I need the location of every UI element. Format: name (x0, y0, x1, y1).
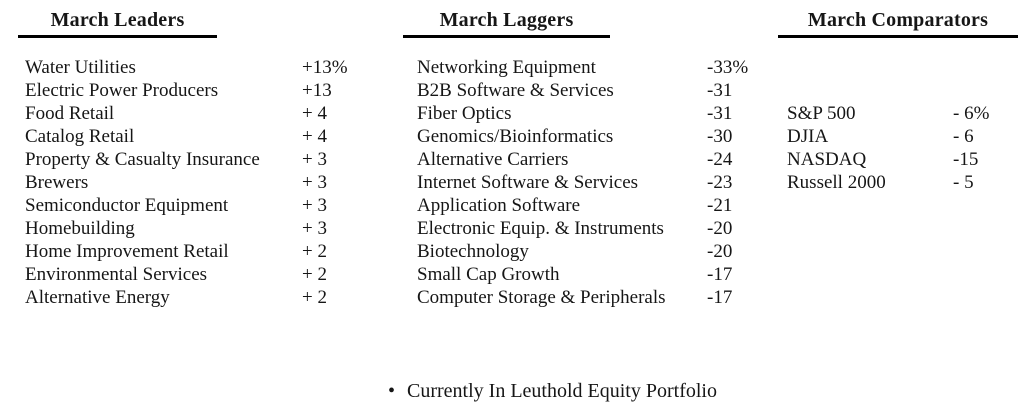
item-value: - 6% (953, 103, 990, 124)
list-item: Catalog Retail + 4 (25, 125, 348, 148)
list-item: Home Improvement Retail + 2 (25, 240, 348, 263)
item-value: + 2 (302, 241, 327, 262)
march-laggers-list: Networking Equipment -33% B2B Software & S… (417, 56, 748, 309)
item-label: Environmental Services (25, 264, 208, 285)
list-item: Water Utilities +13% (25, 56, 348, 79)
item-value: - 6 (953, 126, 974, 147)
list-item: Environmental Services + 2 (25, 263, 348, 286)
list-item: Russell 2000 - 5 (787, 171, 989, 194)
list-item: Homebuilding + 3 (25, 217, 348, 240)
item-value: -20 (707, 218, 733, 239)
list-item: Computer Storage & Peripherals -17 (417, 286, 748, 309)
list-item: Property & Casualty Insurance + 3 (25, 148, 348, 171)
item-label: Small Cap Growth (417, 264, 560, 285)
item-value: + 2 (302, 264, 327, 285)
portfolio-footnote: • Currently In Leuthold Equity Portfolio (388, 380, 717, 402)
item-label: Alternative Carriers (417, 149, 569, 170)
item-label: Russell 2000 (787, 172, 886, 193)
list-item: Electronic Equip. & Instruments -20 (417, 217, 748, 240)
list-item: Small Cap Growth -17 (417, 263, 748, 286)
march-comparators-list: S&P 500 - 6% DJIA - 6 NASDAQ -15 Russell 2000 -… (787, 102, 989, 194)
item-label: Networking Equipment (417, 57, 596, 78)
column-header-march-laggers: March Laggers (403, 8, 610, 38)
list-item: Application Software -21 (417, 194, 748, 217)
list-item: NASDAQ -15 (787, 148, 989, 171)
item-value: -21 (707, 195, 733, 216)
item-label: Fiber Optics (417, 103, 512, 124)
item-label: Home Improvement Retail (25, 241, 229, 262)
column-header-march-leaders: March Leaders (18, 8, 217, 38)
list-item: Genomics/Bioinformatics -30 (417, 125, 748, 148)
item-label: Semiconductor Equipment (25, 195, 229, 216)
item-value: +13% (302, 57, 348, 78)
list-item: Food Retail + 4 (25, 102, 348, 125)
list-item: Electric Power Producers +13 (25, 79, 348, 102)
list-item: B2B Software & Services -31 (417, 79, 748, 102)
item-label: NASDAQ (787, 149, 867, 170)
item-label: Electronic Equip. & Instruments (417, 218, 664, 239)
list-item: Networking Equipment -33% (417, 56, 748, 79)
item-value: + 2 (302, 287, 327, 308)
list-item: Fiber Optics -31 (417, 102, 748, 125)
item-value: -20 (707, 241, 733, 262)
item-label: Biotechnology (417, 241, 529, 262)
item-value: -31 (707, 103, 733, 124)
item-value: -15 (953, 149, 979, 170)
item-value: + 3 (302, 149, 327, 170)
item-label: Internet Software & Services (417, 172, 639, 193)
list-item: Brewers + 3 (25, 171, 348, 194)
item-value: +13 (302, 80, 332, 101)
item-label: DJIA (787, 126, 829, 147)
item-label: Genomics/Bioinformatics (417, 126, 614, 147)
item-value: - 5 (953, 172, 974, 193)
item-value: -17 (707, 264, 733, 285)
item-label: Homebuilding (25, 218, 135, 239)
item-value: -30 (707, 126, 733, 147)
item-label: Food Retail (25, 103, 115, 124)
list-item: Alternative Carriers -24 (417, 148, 748, 171)
item-value: + 3 (302, 218, 327, 239)
item-value: + 3 (302, 172, 327, 193)
item-value: -17 (707, 287, 733, 308)
list-item: Biotechnology -20 (417, 240, 748, 263)
list-item: S&P 500 - 6% (787, 102, 989, 125)
footnote-text: Currently In Leuthold Equity Portfolio (407, 380, 717, 402)
column-header-march-comparators: March Comparators (778, 8, 1018, 38)
item-label: Brewers (25, 172, 89, 193)
item-label: Catalog Retail (25, 126, 135, 147)
list-item: Alternative Energy + 2 (25, 286, 348, 309)
march-leaders-list: Water Utilities +13% Electric Power Produc… (25, 56, 348, 309)
item-label: Property & Casualty Insurance (25, 149, 260, 170)
list-item: Internet Software & Services -23 (417, 171, 748, 194)
item-value: + 4 (302, 103, 327, 124)
item-label: S&P 500 (787, 103, 856, 124)
item-value: -33% (707, 57, 749, 78)
item-label: Computer Storage & Peripherals (417, 287, 666, 308)
item-value: + 4 (302, 126, 327, 147)
item-label: B2B Software & Services (417, 80, 614, 101)
item-value: -24 (707, 149, 733, 170)
list-item: Semiconductor Equipment + 3 (25, 194, 348, 217)
item-value: -23 (707, 172, 733, 193)
item-value: + 3 (302, 195, 327, 216)
item-value: -31 (707, 80, 733, 101)
item-label: Application Software (417, 195, 581, 216)
item-label: Electric Power Producers (25, 80, 219, 101)
item-label: Water Utilities (25, 57, 136, 78)
bullet-icon: • (388, 380, 396, 402)
item-label: Alternative Energy (25, 287, 170, 308)
list-item: DJIA - 6 (787, 125, 989, 148)
